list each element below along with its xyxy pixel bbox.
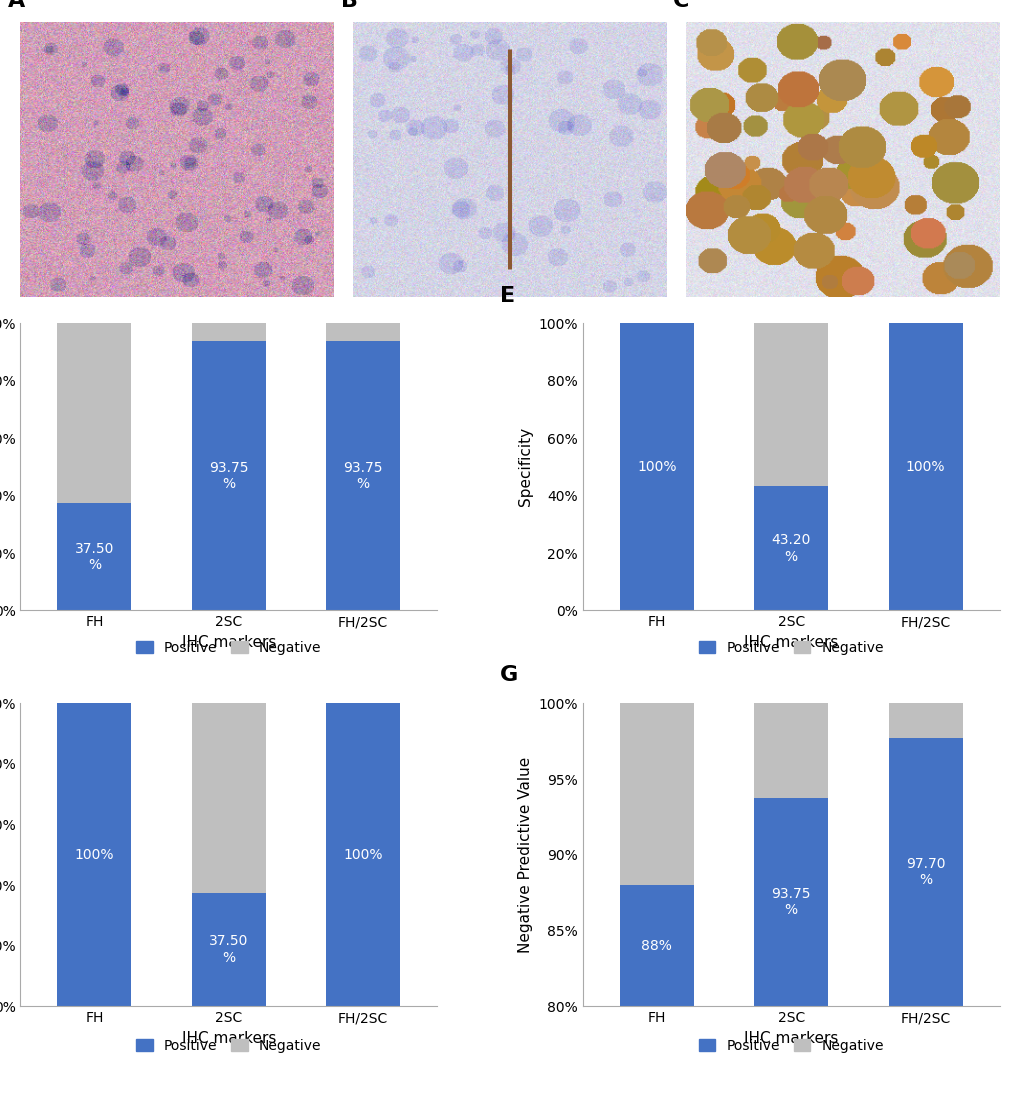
Y-axis label: Negative Predictive Value: Negative Predictive Value <box>518 757 533 953</box>
Text: 100%: 100% <box>74 848 114 862</box>
Text: 93.75
%: 93.75 % <box>209 461 249 491</box>
Text: C: C <box>673 0 689 11</box>
Bar <box>888 323 962 610</box>
Legend: Positive, Negative: Positive, Negative <box>136 1039 321 1053</box>
Legend: Positive, Negative: Positive, Negative <box>698 641 883 654</box>
Text: 43.20
%: 43.20 % <box>770 534 810 563</box>
Bar <box>57 503 131 610</box>
Text: 37.50
%: 37.50 % <box>209 934 249 965</box>
Text: 100%: 100% <box>905 460 945 474</box>
Bar <box>192 893 265 1007</box>
Text: A: A <box>8 0 25 11</box>
Bar <box>192 703 265 893</box>
Bar <box>326 703 399 1007</box>
Legend: Positive, Negative: Positive, Negative <box>136 641 321 654</box>
Bar <box>754 323 827 486</box>
Text: 88%: 88% <box>641 939 672 953</box>
Bar <box>192 341 265 610</box>
Bar <box>888 703 962 738</box>
Bar <box>57 323 131 503</box>
Bar <box>620 323 693 610</box>
Text: 37.50
%: 37.50 % <box>74 541 114 572</box>
Text: B: B <box>340 0 358 11</box>
Bar <box>326 341 399 610</box>
Text: G: G <box>499 665 518 685</box>
X-axis label: IHC markers: IHC markers <box>743 1031 838 1045</box>
Bar <box>888 738 962 1007</box>
Bar <box>754 798 827 1007</box>
Bar <box>754 703 827 798</box>
X-axis label: IHC markers: IHC markers <box>743 635 838 650</box>
X-axis label: IHC markers: IHC markers <box>181 1031 276 1045</box>
Text: 93.75
%: 93.75 % <box>343 461 382 491</box>
Text: 100%: 100% <box>343 848 382 862</box>
Bar <box>620 703 693 885</box>
X-axis label: IHC markers: IHC markers <box>181 635 276 650</box>
Text: 100%: 100% <box>637 460 676 474</box>
Legend: Positive, Negative: Positive, Negative <box>698 1039 883 1053</box>
Text: E: E <box>499 287 515 306</box>
Bar <box>620 885 693 1007</box>
Bar <box>754 486 827 610</box>
Text: 97.70
%: 97.70 % <box>905 858 945 887</box>
Text: 93.75
%: 93.75 % <box>770 887 810 917</box>
Bar <box>326 323 399 341</box>
Bar <box>192 323 265 341</box>
Bar <box>57 703 131 1007</box>
Y-axis label: Specificity: Specificity <box>518 427 533 506</box>
